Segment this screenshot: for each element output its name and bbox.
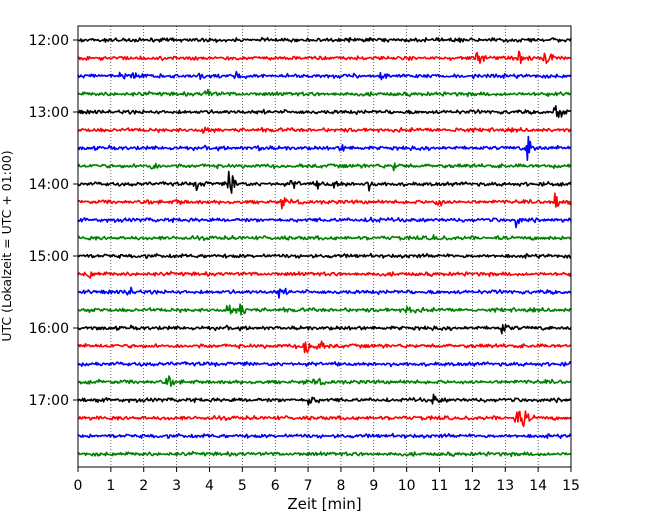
- trace-1745: [77, 450, 572, 458]
- trace-1315: [77, 126, 572, 134]
- x-tick-label: 12: [463, 478, 481, 494]
- trace-1630: [77, 360, 572, 368]
- x-tick-label: 14: [529, 478, 547, 494]
- x-tick-label: 7: [304, 478, 313, 494]
- y-tick-label: 12:00: [29, 33, 69, 49]
- x-tick-label: 0: [74, 478, 83, 494]
- x-tick-label: 9: [369, 478, 378, 494]
- y-tick-label: 15:00: [29, 249, 69, 265]
- plot-frame: [77, 25, 572, 468]
- trace-1730: [77, 432, 572, 440]
- y-tick-label: 13:00: [29, 105, 69, 121]
- y-tick-label: 17:00: [29, 393, 69, 409]
- trace-1715: [77, 410, 572, 428]
- trace-1600: [77, 323, 572, 335]
- trace-1515: [77, 270, 572, 279]
- trace-1430: [77, 216, 572, 229]
- x-tick-label: 15: [562, 478, 580, 494]
- seismic-traces: [77, 36, 572, 458]
- x-tick-label: 10: [398, 478, 416, 494]
- trace-1200: [77, 36, 572, 44]
- y-axis-label: UTC (Lokalzeit = UTC + 01:00): [0, 150, 14, 341]
- x-tick-label: 4: [205, 478, 214, 494]
- x-tick-label: 8: [336, 478, 345, 494]
- x-tick-label: 13: [496, 478, 514, 494]
- x-tick-label: 2: [139, 478, 148, 494]
- trace-1330: [77, 135, 572, 162]
- trace-1530: [77, 286, 572, 299]
- x-axis-label: Zeit [min]: [287, 495, 361, 513]
- x-tick-label: 11: [431, 478, 449, 494]
- trace-1415: [77, 192, 572, 210]
- trace-1215: [77, 50, 572, 65]
- trace-1700: [77, 393, 572, 406]
- trace-1445: [77, 234, 572, 242]
- trace-1345: [77, 162, 572, 172]
- y-tick-label: 16:00: [29, 321, 69, 337]
- x-tick-label: 3: [172, 478, 181, 494]
- y-axis: 12:00 13:00 14:00 15:00 16:00 17:00: [29, 33, 78, 409]
- y-tick-label: 14:00: [29, 177, 69, 193]
- trace-1500: [77, 252, 572, 260]
- x-tick-label: 6: [271, 478, 280, 494]
- trace-1645: [77, 375, 572, 388]
- x-tick-label: 5: [238, 478, 247, 494]
- trace-1615: [77, 340, 572, 354]
- trace-1245: [77, 88, 572, 98]
- trace-1545: [77, 303, 572, 316]
- x-tick-label: 1: [106, 478, 115, 494]
- trace-1230: [77, 70, 572, 81]
- trace-1400: [77, 170, 572, 194]
- trace-1300: [77, 105, 572, 118]
- x-axis: 0 1 2 3 4 5 6 7 8 9 10 11 12 13 14 15: [74, 467, 580, 494]
